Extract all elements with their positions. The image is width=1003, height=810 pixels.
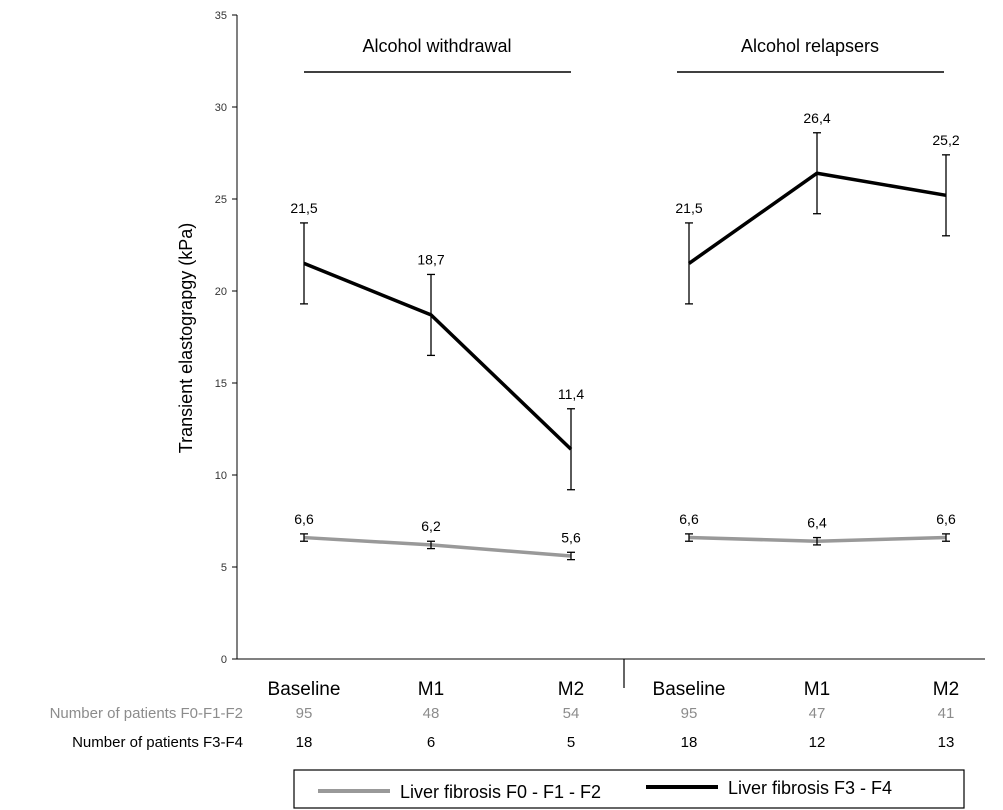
series-line-f0-f2 [303, 535, 572, 558]
y-axis-label: Transient elastograpgy (kPa) [176, 223, 196, 453]
count-f3-f4-value: 18 [681, 734, 698, 751]
data-label: 6,6 [294, 511, 314, 527]
plot-area: 6,6 6,2 5,6 21,5 18,7 11,4 6,6 6,4 6,6 21,5 26,4 25… [290, 110, 960, 561]
y-tick-labels: 0 5 10 15 20 25 30 35 [215, 10, 227, 666]
category-label-baseline: Baseline [268, 679, 341, 700]
count-f3-f4-value: 5 [567, 734, 575, 751]
count-f0-f2-value: 41 [938, 705, 955, 722]
group-label-alcohol-relapsers: Alcohol relapsers [741, 36, 879, 56]
data-label: 6,6 [679, 511, 699, 527]
data-label: 21,5 [290, 200, 317, 216]
y-tick-label: 10 [215, 470, 227, 482]
data-label: 26,4 [803, 110, 830, 126]
y-tick-label: 30 [215, 102, 227, 114]
category-label-m2: M2 [558, 679, 584, 700]
count-f0-f2-value: 95 [681, 705, 698, 722]
legend-label-f0-f2: Liver fibrosis F0 - F1 - F2 [400, 782, 601, 802]
y-tick-label: 35 [215, 10, 227, 22]
count-f3-f4-value: 12 [809, 734, 826, 751]
row-label-f0-f2: Number of patients F0-F1-F2 [50, 705, 243, 722]
data-label: 6,2 [421, 518, 441, 534]
category-label-m1: M1 [804, 679, 830, 700]
data-label: 25,2 [932, 132, 959, 148]
data-label: 6,6 [936, 511, 956, 527]
legend-box [293, 769, 965, 809]
legend-label-f3-f4: Liver fibrosis F3 - F4 [728, 778, 892, 798]
y-tick-label: 25 [215, 194, 227, 206]
row-label-f3-f4: Number of patients F3-F4 [72, 734, 243, 751]
count-f0-f2-value: 95 [296, 705, 313, 722]
data-label: 21,5 [675, 200, 702, 216]
count-f0-f2-value: 48 [423, 705, 440, 722]
count-f0-f2-value: 47 [809, 705, 826, 722]
data-label: 11,4 [558, 386, 584, 402]
category-label-m2: M2 [933, 679, 959, 700]
count-f0-f2-value: 54 [563, 705, 580, 722]
category-label-baseline: Baseline [653, 679, 726, 700]
y-tick-label: 5 [221, 562, 227, 574]
y-tick-label: 0 [221, 654, 227, 666]
count-f3-f4-value: 18 [296, 734, 313, 751]
axes [232, 14, 985, 688]
count-f3-f4-value: 6 [427, 734, 435, 751]
legend: Liver fibrosis F0 - F1 - F2 Liver fibros… [293, 769, 965, 809]
data-label: 18,7 [417, 251, 444, 267]
group-label-alcohol-withdrawal: Alcohol withdrawal [362, 36, 511, 56]
y-tick-label: 20 [215, 286, 227, 298]
data-label: 6,4 [807, 515, 827, 531]
y-tick-label: 15 [215, 378, 227, 390]
category-label-m1: M1 [418, 679, 444, 700]
data-label: 5,6 [561, 529, 581, 545]
series-line-f3-f4 [303, 261, 573, 451]
count-f3-f4-value: 13 [938, 734, 955, 751]
